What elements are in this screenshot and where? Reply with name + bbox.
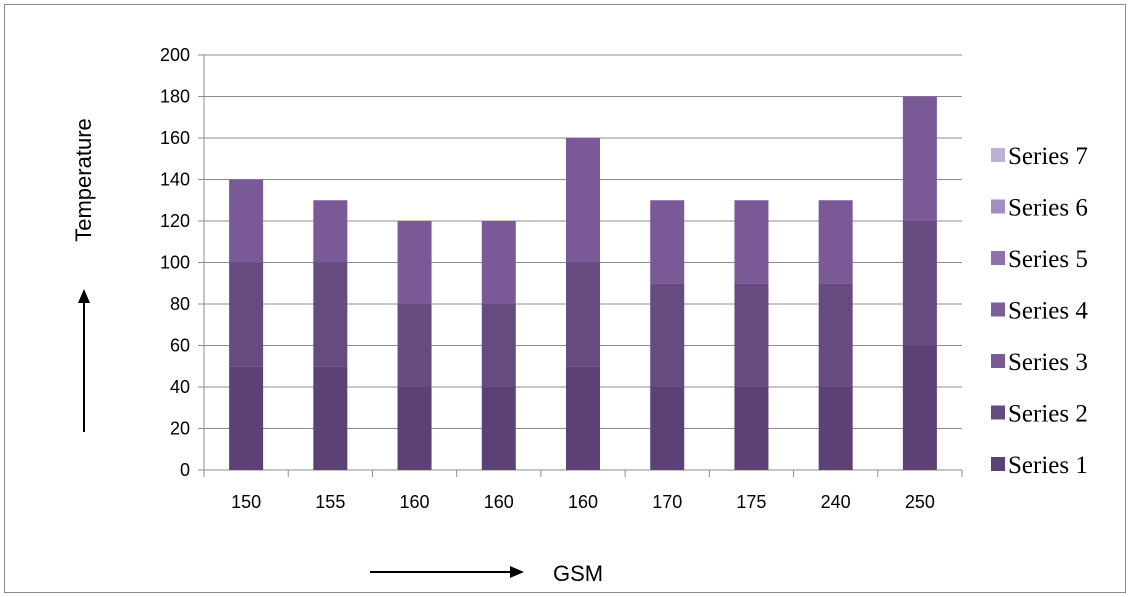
y-tick-label: 140 [160, 170, 190, 190]
bar-segment [481, 387, 516, 470]
y-tick-label: 40 [170, 377, 190, 397]
bar-segment [397, 221, 432, 304]
legend-swatch [991, 148, 1005, 162]
y-tick-label: 160 [160, 128, 190, 148]
legend-label: Series 1 [1008, 452, 1088, 479]
bar-segment [397, 304, 432, 387]
bar-segment [734, 387, 769, 470]
x-tick-label: 175 [736, 492, 766, 512]
x-tick-label: 160 [484, 492, 514, 512]
bar-segment [650, 283, 685, 387]
x-tick-label: 250 [905, 492, 935, 512]
bar-segment [650, 387, 685, 470]
x-tick-label: 160 [568, 492, 598, 512]
bar-segment [481, 304, 516, 387]
y-axis-arrow-head [78, 289, 90, 303]
y-axis-title: Temperature [71, 118, 96, 242]
bar-segment [902, 345, 937, 470]
bar-segment [818, 200, 853, 284]
legend-swatch [991, 199, 1005, 214]
legend-label: Series 6 [1008, 195, 1088, 222]
x-tick-label: 160 [400, 492, 430, 512]
y-tick-label: 100 [160, 253, 190, 273]
x-tick-label: 155 [315, 492, 345, 512]
chart-frame [4, 4, 1126, 593]
bar-segment [481, 221, 516, 304]
legend-swatch [991, 354, 1005, 368]
bar-segment [566, 262, 600, 367]
bar-segment [818, 283, 853, 387]
x-axis-title: GSM [553, 561, 603, 586]
bar-segment [313, 262, 348, 367]
y-tick-label: 180 [160, 87, 190, 107]
bar-segment [229, 179, 264, 263]
x-tick-label: 170 [652, 492, 682, 512]
legend-swatch [991, 251, 1005, 265]
bar-segment [902, 221, 937, 346]
legend-swatch [991, 405, 1005, 420]
y-tick-label: 20 [170, 419, 190, 439]
legend-label: Series 5 [1008, 246, 1088, 273]
x-axis-arrow-head [510, 566, 524, 578]
legend-swatch [991, 302, 1005, 317]
legend-label: Series 4 [1008, 298, 1088, 325]
x-tick-label: 240 [821, 492, 851, 512]
bar-segment [734, 283, 769, 387]
y-tick-label: 120 [160, 211, 190, 231]
y-tick-label: 60 [170, 336, 190, 356]
bar-segment [566, 366, 600, 470]
legend-swatch [991, 457, 1005, 471]
bar-segment [650, 200, 685, 284]
y-tick-label: 80 [170, 294, 190, 314]
bar-segment [902, 96, 937, 221]
bar-segment [229, 262, 264, 367]
legend-label: Series 3 [1008, 349, 1088, 376]
bar-segment [818, 387, 853, 470]
x-tick-label: 150 [231, 492, 261, 512]
bar-segment [313, 366, 348, 470]
legend-label: Series 2 [1008, 401, 1088, 428]
legend-label: Series 7 [1008, 143, 1088, 170]
y-tick-label: 200 [160, 45, 190, 65]
bar-segment [734, 200, 769, 284]
bar-segment [566, 138, 600, 263]
bar-segment [313, 200, 348, 263]
bar-segment [229, 366, 264, 470]
bar-segment [397, 387, 432, 470]
y-tick-label: 0 [180, 460, 190, 480]
